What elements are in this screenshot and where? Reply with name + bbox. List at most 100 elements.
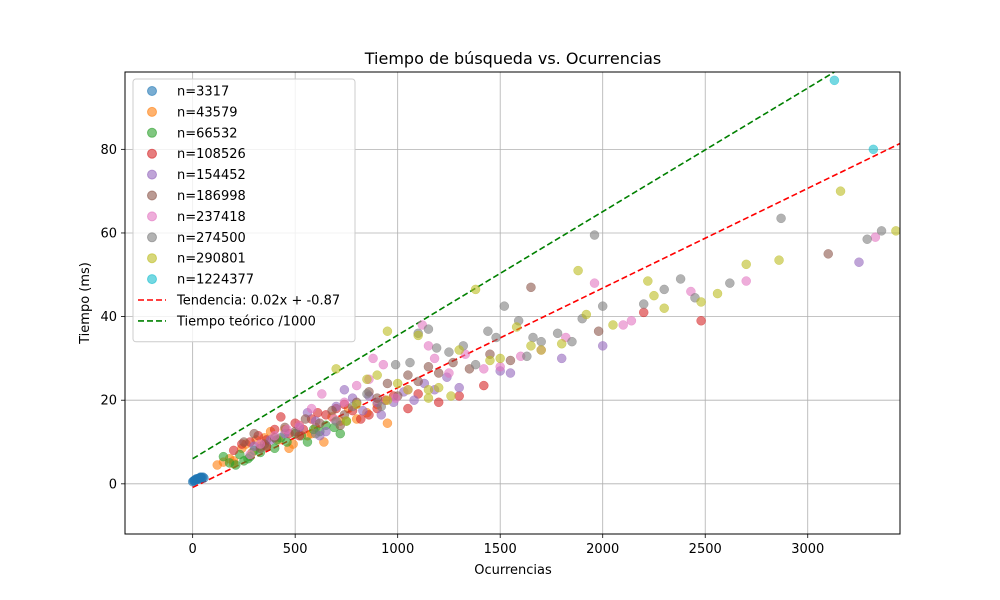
data-point xyxy=(351,380,362,391)
data-point xyxy=(310,428,321,439)
y-tick-label: 80 xyxy=(100,143,117,158)
legend-marker xyxy=(147,148,157,159)
x-tick-label: 1000 xyxy=(381,542,414,557)
data-point xyxy=(403,370,413,380)
data-point xyxy=(876,226,887,236)
data-point xyxy=(675,274,686,284)
data-point xyxy=(433,368,444,378)
data-point xyxy=(608,320,618,330)
data-point xyxy=(218,451,229,462)
data-point xyxy=(446,391,456,401)
data-point xyxy=(638,307,649,318)
data-point xyxy=(444,368,454,378)
data-point xyxy=(485,355,495,366)
data-point xyxy=(597,341,608,351)
legend-label: n=66532 xyxy=(177,126,238,141)
data-point xyxy=(567,336,577,347)
data-point xyxy=(423,362,434,372)
data-point xyxy=(725,278,735,288)
data-point xyxy=(505,355,516,366)
data-point xyxy=(362,389,372,399)
data-point xyxy=(269,443,280,454)
data-point xyxy=(526,341,536,351)
data-point xyxy=(499,301,510,311)
data-point xyxy=(269,430,280,441)
data-point xyxy=(528,332,538,343)
data-point xyxy=(835,186,846,196)
data-point xyxy=(712,288,723,299)
data-point xyxy=(454,382,464,393)
data-point xyxy=(454,345,464,355)
data-point xyxy=(536,345,546,355)
data-point xyxy=(593,326,604,336)
data-point xyxy=(282,437,292,447)
data-point xyxy=(491,332,501,343)
data-point xyxy=(423,324,434,334)
data-point xyxy=(774,255,784,265)
data-point xyxy=(423,341,434,351)
legend-label: Tendencia: 0.02x + -0.87 xyxy=(176,294,340,309)
x-tick-label: 0 xyxy=(189,542,197,557)
data-point xyxy=(255,439,266,449)
legend-label: n=108526 xyxy=(177,147,246,162)
data-point xyxy=(643,276,653,286)
data-point xyxy=(423,385,434,395)
data-point xyxy=(868,144,879,155)
x-tick-label: 1500 xyxy=(484,542,517,557)
data-point xyxy=(589,230,600,240)
legend-label: n=43579 xyxy=(177,105,238,120)
data-point xyxy=(358,405,368,416)
data-point xyxy=(230,460,241,470)
legend-marker xyxy=(147,127,157,138)
data-point xyxy=(823,249,833,259)
data-point xyxy=(382,378,393,389)
legend-label: n=186998 xyxy=(177,189,246,204)
y-tick-label: 20 xyxy=(100,394,117,409)
data-point xyxy=(589,278,600,288)
data-point xyxy=(327,405,337,416)
data-point xyxy=(659,284,669,295)
data-point xyxy=(649,290,659,301)
data-point xyxy=(356,414,366,424)
legend-box xyxy=(132,78,356,343)
x-tick-label: 500 xyxy=(283,542,308,557)
y-axis-label: Tiempo (ms) xyxy=(78,262,93,345)
data-point xyxy=(306,403,317,414)
data-point xyxy=(573,265,583,276)
data-point xyxy=(597,301,608,311)
y-tick-label: 60 xyxy=(100,226,117,241)
data-point xyxy=(315,418,325,428)
data-point xyxy=(390,359,401,370)
data-point xyxy=(339,385,350,395)
x-tick-label: 2500 xyxy=(689,542,722,557)
data-point xyxy=(479,364,489,374)
data-point xyxy=(245,449,255,460)
data-point xyxy=(505,368,516,378)
data-point xyxy=(741,259,751,270)
data-point xyxy=(626,316,637,326)
data-point xyxy=(479,380,489,391)
data-point xyxy=(429,353,440,364)
legend-marker xyxy=(147,169,157,180)
data-point xyxy=(368,353,378,364)
data-point xyxy=(403,403,413,414)
data-point xyxy=(302,437,313,447)
x-tick-label: 3000 xyxy=(791,542,824,557)
data-point xyxy=(556,353,567,364)
plot-frame xyxy=(124,71,901,535)
legend-marker xyxy=(147,232,157,243)
chart-title: Tiempo de búsqueda vs. Ocurrencias xyxy=(364,49,662,68)
trend-line xyxy=(192,72,835,460)
data-point xyxy=(382,326,393,336)
data-point xyxy=(448,357,458,368)
data-point xyxy=(483,326,493,336)
data-point xyxy=(405,357,415,368)
data-point xyxy=(195,472,206,482)
data-point xyxy=(382,418,393,428)
data-point xyxy=(829,75,840,86)
data-point xyxy=(638,299,649,309)
data-point xyxy=(696,316,706,326)
data-point xyxy=(335,428,346,439)
data-point xyxy=(282,424,292,435)
